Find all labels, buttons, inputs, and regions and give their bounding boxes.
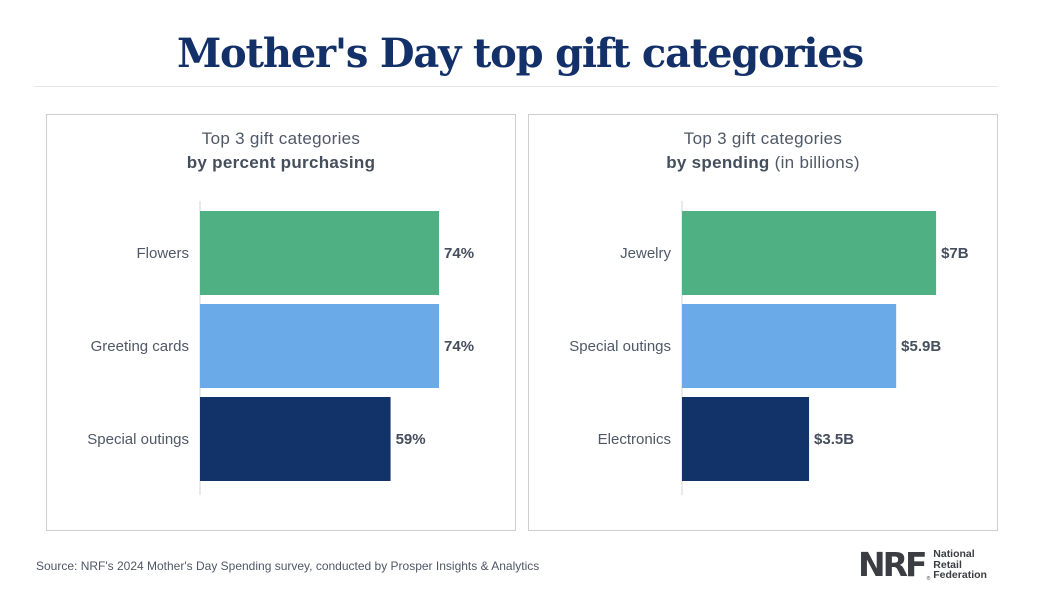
chart-title: Top 3 gift categories by spending (in bi… — [529, 127, 997, 175]
category-label: Special outings — [87, 431, 189, 448]
category-label: Greeting cards — [91, 338, 189, 355]
nrf-logo: NRF ® National Retail Federation — [858, 545, 987, 584]
value-label: 74% — [444, 338, 474, 355]
category-label: Jewelry — [620, 245, 671, 262]
value-label: $7B — [941, 245, 969, 262]
bar-special-outings — [200, 397, 391, 481]
chart-title-rest: (in billions) — [769, 153, 860, 172]
nrf-logo-mark: NRF — [858, 545, 928, 584]
chart-title: Top 3 gift categories by percent purchas… — [47, 127, 515, 175]
value-label: $3.5B — [814, 431, 854, 448]
value-label: 59% — [396, 431, 426, 448]
bar-jewelry — [682, 211, 937, 295]
chart-panel-percent-purchasing: Top 3 gift categories by percent purchas… — [46, 114, 516, 531]
category-label: Special outings — [569, 338, 671, 355]
category-label: Electronics — [598, 431, 671, 448]
nrf-logo-line: Retail — [933, 558, 962, 571]
value-label: $5.9B — [901, 338, 941, 355]
nrf-logo-line: Federation — [933, 569, 987, 582]
value-label: 74% — [444, 245, 474, 262]
title-divider — [34, 86, 998, 87]
chart-title-line2: by spending (in billions) — [529, 151, 997, 175]
bar-greeting-cards — [200, 304, 440, 388]
chart-title-line1: Top 3 gift categories — [683, 129, 843, 148]
bar-chart-spending: Jewelry $7B Special outings $5.9B Electronic… — [569, 201, 969, 495]
nrf-logo-text: National Retail Federation — [933, 549, 987, 581]
bar-flowers — [200, 211, 440, 295]
source-note: Source: NRF's 2024 Mother's Day Spending… — [36, 559, 540, 573]
chart-title-line1: Top 3 gift categories — [201, 129, 361, 148]
chart-title-line2: by percent purchasing — [47, 151, 515, 175]
category-label: Flowers — [136, 245, 189, 262]
page-title: Mother's Day top gift categories — [176, 30, 864, 77]
bar-chart-percent: Flowers 74% Greeting cards 74% Special outin… — [87, 201, 474, 495]
chart-title-bold: by percent purchasing — [186, 153, 376, 172]
registered-mark: ® — [926, 576, 931, 582]
bar-special-outings — [682, 304, 897, 388]
nrf-logo-line: National — [933, 548, 975, 561]
chart-panel-spending: Top 3 gift categories by spending (in bi… — [528, 114, 998, 531]
chart-title-bold: by spending — [666, 153, 770, 172]
bar-electronics — [682, 397, 810, 481]
